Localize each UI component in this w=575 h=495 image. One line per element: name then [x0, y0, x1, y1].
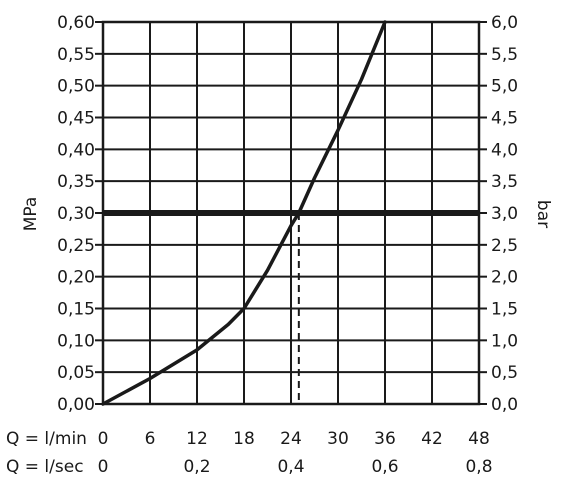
- right-tick-label: 1,5: [491, 300, 518, 320]
- left-tick-label: 0,10: [57, 331, 95, 351]
- x-tick-label-lmin: 12: [186, 429, 208, 449]
- right-tick-label: 5,5: [491, 45, 518, 65]
- x-tick-label-lsec: 0,2: [183, 457, 210, 477]
- pressure-flow-curve: [101, 20, 387, 406]
- left-tick-label: 0,60: [57, 13, 95, 33]
- chart-marks: [101, 20, 479, 406]
- left-tick-label: 0,15: [57, 300, 95, 320]
- x-tick-label-lmin: 6: [145, 429, 156, 449]
- left-tick-label: 0,40: [57, 140, 95, 160]
- right-tick-label: 0,0: [491, 395, 518, 415]
- left-tick-label: 0,35: [57, 172, 95, 192]
- right-tick-label: 1,0: [491, 331, 518, 351]
- right-tick-label: 3,5: [491, 172, 518, 192]
- x-tick-label-lmin: 24: [280, 429, 302, 449]
- right-tick-label: 5,0: [491, 77, 518, 97]
- left-tick-label: 0,30: [57, 204, 95, 224]
- right-tick-label: 6,0: [491, 13, 518, 33]
- left-tick-label: 0,50: [57, 77, 95, 97]
- right-tick-label: 2,5: [491, 236, 518, 256]
- right-tick-label: 0,5: [491, 363, 518, 383]
- right-tick-label: 2,0: [491, 268, 518, 288]
- x-tick-label-lmin: 48: [468, 429, 490, 449]
- x-tick-label-lmin: 42: [421, 429, 443, 449]
- left-tick-label: 0,05: [57, 363, 95, 383]
- x-tick-label-lmin: 30: [327, 429, 349, 449]
- x-tick-label-lsec: 0: [98, 457, 109, 477]
- right-tick-label: 4,0: [491, 140, 518, 160]
- left-tick-label: 0,55: [57, 45, 95, 65]
- x-axis-label-lsec: Q = l/sec: [6, 457, 84, 477]
- x-axis-label-lmin: Q = l/min: [6, 429, 87, 449]
- x-tick-label-lsec: 0,4: [277, 457, 304, 477]
- right-axis-label: bar: [533, 200, 553, 228]
- left-tick-label: 0,00: [57, 395, 95, 415]
- right-tick-label: 4,5: [491, 109, 518, 129]
- right-tick-label: 3,0: [491, 204, 518, 224]
- x-tick-label-lsec: 0,8: [465, 457, 492, 477]
- x-tick-label-lsec: 0,6: [371, 457, 398, 477]
- left-tick-label: 0,20: [57, 268, 95, 288]
- x-tick-label-lmin: 36: [374, 429, 396, 449]
- left-tick-label: 0,25: [57, 236, 95, 256]
- tick-labels: 0 6 12 18 24 30 36 42 480,000,050,100,150,200,25…: [57, 13, 518, 477]
- left-tick-label: 0,45: [57, 109, 95, 129]
- x-tick-label-lmin: 18: [233, 429, 255, 449]
- left-axis-label: MPa: [21, 197, 41, 232]
- x-tick-label-lmin: 0: [98, 429, 109, 449]
